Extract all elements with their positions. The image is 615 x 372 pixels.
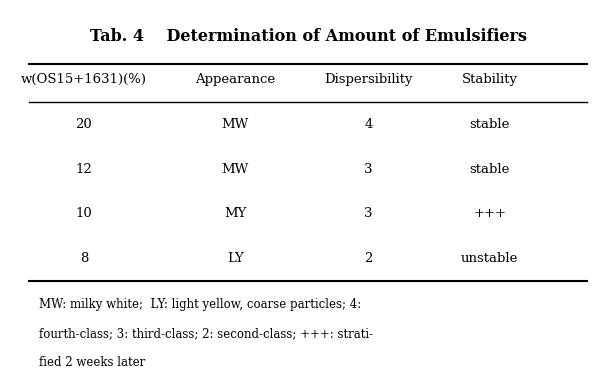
Text: 2: 2 bbox=[365, 252, 373, 265]
Text: 12: 12 bbox=[76, 163, 92, 176]
Text: Appearance: Appearance bbox=[196, 73, 276, 86]
Text: Dispersibility: Dispersibility bbox=[324, 73, 413, 86]
Text: MY: MY bbox=[224, 207, 247, 220]
Text: stable: stable bbox=[469, 163, 510, 176]
Text: MW: MW bbox=[222, 163, 249, 176]
Text: w(OS15+1631)(%): w(OS15+1631)(%) bbox=[21, 73, 147, 86]
Text: 4: 4 bbox=[365, 118, 373, 131]
Text: 3: 3 bbox=[364, 207, 373, 220]
Text: MW: MW bbox=[222, 118, 249, 131]
Text: LY: LY bbox=[227, 252, 244, 265]
Text: MW: milky white;  LY: light yellow, coarse particles; 4:: MW: milky white; LY: light yellow, coars… bbox=[39, 298, 361, 311]
Text: fourth-class; 3: third-class; 2: second-class; +++: strati-: fourth-class; 3: third-class; 2: second-… bbox=[39, 327, 373, 340]
Text: 10: 10 bbox=[76, 207, 92, 220]
Text: 20: 20 bbox=[76, 118, 92, 131]
Text: 3: 3 bbox=[364, 163, 373, 176]
Text: fied 2 weeks later: fied 2 weeks later bbox=[39, 356, 145, 369]
Text: Tab. 4    Determination of Amount of Emulsifiers: Tab. 4 Determination of Amount of Emulsi… bbox=[90, 28, 526, 45]
Text: stable: stable bbox=[469, 118, 510, 131]
Text: Stability: Stability bbox=[462, 73, 518, 86]
Text: unstable: unstable bbox=[461, 252, 518, 265]
Text: 8: 8 bbox=[80, 252, 88, 265]
Text: +++: +++ bbox=[473, 207, 506, 220]
